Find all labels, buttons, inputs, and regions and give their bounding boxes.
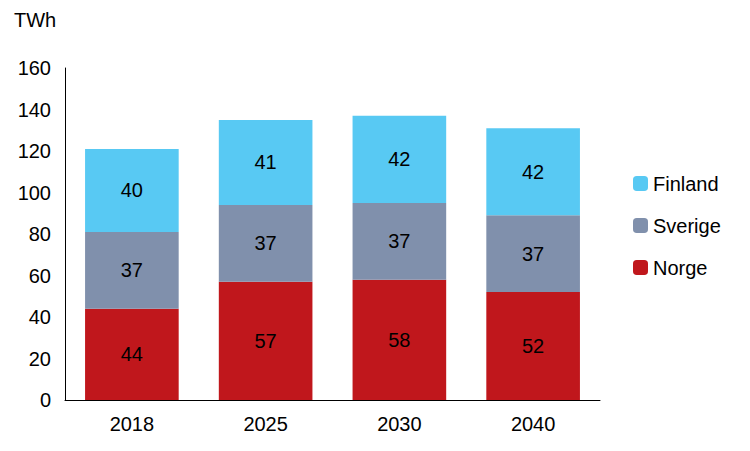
svg-text:100: 100: [18, 182, 51, 204]
svg-text:42: 42: [388, 148, 410, 170]
svg-text:42: 42: [522, 161, 544, 183]
svg-text:40: 40: [121, 179, 143, 201]
svg-text:160: 160: [18, 57, 51, 79]
svg-text:2018: 2018: [110, 413, 155, 435]
svg-text:0: 0: [40, 389, 51, 411]
svg-text:140: 140: [18, 99, 51, 121]
svg-text:120: 120: [18, 140, 51, 162]
svg-text:80: 80: [29, 223, 51, 245]
svg-text:2025: 2025: [243, 413, 288, 435]
svg-text:60: 60: [29, 265, 51, 287]
svg-text:20: 20: [29, 348, 51, 370]
svg-text:37: 37: [388, 230, 410, 252]
svg-text:57: 57: [255, 330, 277, 352]
svg-text:37: 37: [522, 243, 544, 265]
svg-text:2030: 2030: [377, 413, 422, 435]
svg-text:58: 58: [388, 329, 410, 351]
svg-text:Sverige: Sverige: [653, 215, 721, 237]
svg-text:Norge: Norge: [653, 257, 707, 279]
svg-text:37: 37: [255, 232, 277, 254]
svg-text:TWh: TWh: [14, 9, 56, 31]
svg-text:52: 52: [522, 335, 544, 357]
svg-text:40: 40: [29, 306, 51, 328]
svg-text:Finland: Finland: [653, 173, 719, 195]
svg-text:44: 44: [121, 343, 143, 365]
svg-text:37: 37: [121, 259, 143, 281]
svg-text:2040: 2040: [511, 413, 556, 435]
svg-text:41: 41: [255, 151, 277, 173]
